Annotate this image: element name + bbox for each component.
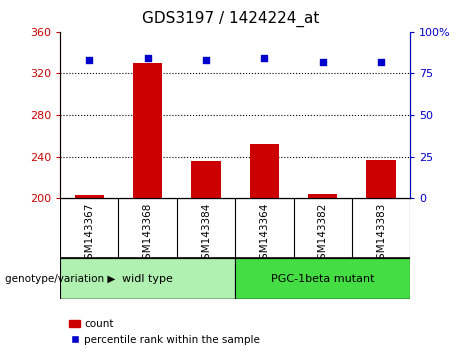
- Point: [144, 56, 151, 61]
- Text: widl type: widl type: [122, 274, 173, 284]
- Text: GSM143367: GSM143367: [84, 203, 94, 267]
- Text: GSM143383: GSM143383: [376, 203, 386, 267]
- Text: PGC-1beta mutant: PGC-1beta mutant: [271, 274, 374, 284]
- Bar: [60, 258, 235, 299]
- Point: [378, 59, 385, 65]
- Point: [202, 57, 210, 63]
- Bar: [191, 161, 220, 198]
- Point: [85, 57, 93, 63]
- Bar: [308, 194, 337, 198]
- Point: [260, 56, 268, 61]
- Bar: [235, 258, 410, 299]
- Bar: [75, 195, 104, 198]
- Text: GDS3197 / 1424224_at: GDS3197 / 1424224_at: [142, 11, 319, 27]
- Legend: count, percentile rank within the sample: count, percentile rank within the sample: [65, 315, 264, 349]
- Text: GSM143384: GSM143384: [201, 203, 211, 267]
- Text: GSM143368: GSM143368: [142, 203, 153, 267]
- Text: genotype/variation ▶: genotype/variation ▶: [5, 274, 115, 284]
- Bar: [250, 144, 279, 198]
- Bar: [366, 160, 396, 198]
- Bar: [133, 63, 162, 198]
- Text: GSM143382: GSM143382: [318, 203, 328, 267]
- Text: GSM143364: GSM143364: [259, 203, 269, 267]
- Point: [319, 59, 326, 65]
